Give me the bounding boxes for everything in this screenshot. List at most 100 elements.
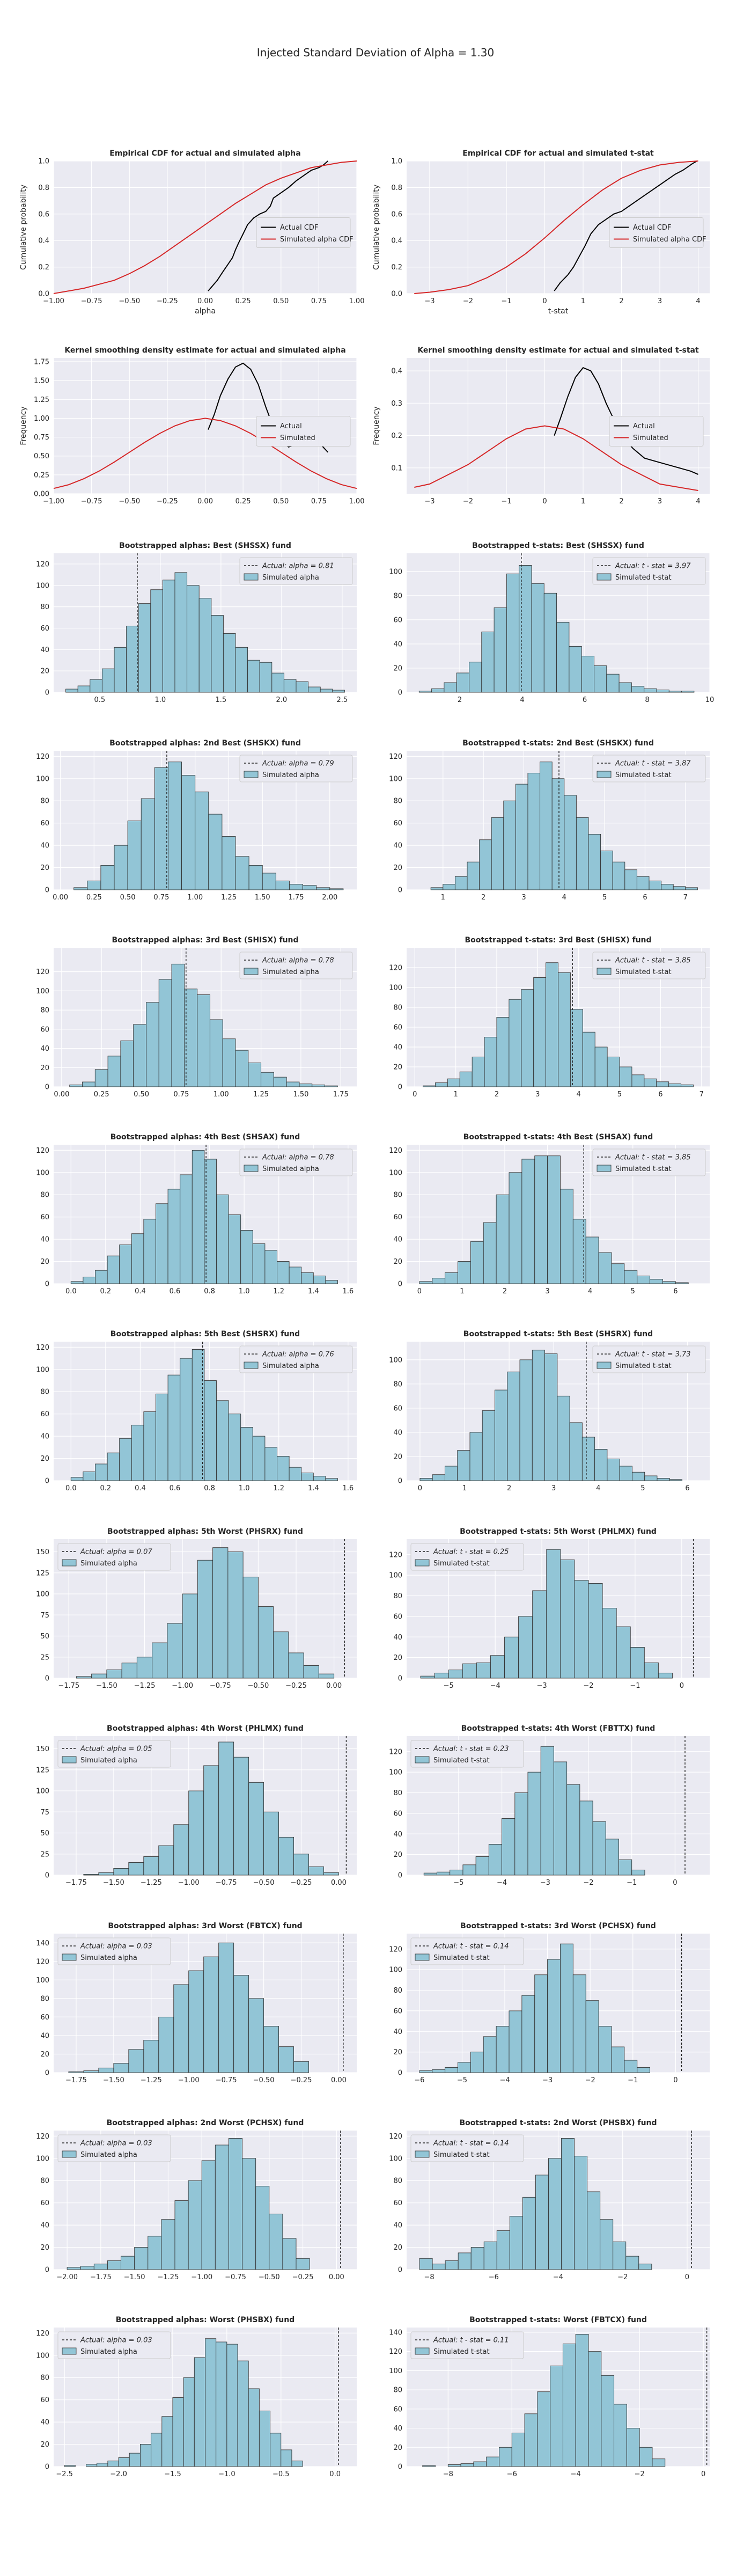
x-tick-label: 1 bbox=[581, 297, 585, 305]
histogram-bar bbox=[273, 1631, 289, 1679]
y-tick-label: 100 bbox=[389, 1572, 402, 1580]
y-tick-label: 60 bbox=[393, 819, 402, 828]
x-tick-label: −1.25 bbox=[141, 1879, 162, 1887]
histogram-bar bbox=[226, 2344, 238, 2467]
x-tick-label: 1.50 bbox=[293, 1091, 308, 1099]
x-tick-label: 1.5 bbox=[216, 696, 227, 704]
y-tick-label: 80 bbox=[393, 592, 402, 600]
histogram-bar bbox=[564, 795, 577, 890]
histogram-bar bbox=[261, 1072, 274, 1087]
histogram-bar bbox=[533, 977, 547, 1087]
x-tick-label: −0.75 bbox=[216, 1879, 237, 1887]
histogram-bar bbox=[467, 861, 480, 890]
histogram-bar bbox=[240, 1230, 253, 1284]
legend: Actual: t - stat = 0.14 Simulated t-stat bbox=[410, 1937, 524, 1965]
x-tick-label: 0.00 bbox=[326, 1682, 342, 1690]
y-tick-label: 0.3 bbox=[391, 400, 402, 408]
x-tick-label: 0.00 bbox=[53, 894, 68, 902]
x-tick-label: 1.00 bbox=[187, 894, 203, 902]
histogram-bar bbox=[576, 817, 589, 890]
histogram-bar bbox=[420, 1675, 435, 1679]
legend-box bbox=[609, 217, 704, 248]
histogram-bar bbox=[434, 1672, 449, 1679]
y-tick-label: 1.0 bbox=[38, 158, 49, 166]
histogram-bar bbox=[582, 1031, 595, 1087]
histogram-bar bbox=[235, 1050, 249, 1087]
legend-label: Actual: t - stat = 0.23 bbox=[433, 1745, 509, 1753]
legend-label: Simulated t-stat bbox=[433, 1560, 490, 1568]
y-tick-label: 60 bbox=[393, 2405, 402, 2413]
histogram-bar bbox=[611, 1263, 625, 1284]
histogram-bar bbox=[656, 1081, 669, 1087]
histogram-bar bbox=[83, 2070, 99, 2073]
histogram-bar bbox=[195, 792, 209, 890]
histogram-bar bbox=[248, 1998, 264, 2073]
histogram-bar bbox=[323, 1872, 339, 1876]
legend-swatch bbox=[62, 2347, 77, 2355]
legend: Actual: t - stat = 3.85 Simulated t-stat bbox=[592, 952, 706, 979]
y-tick-label: 60 bbox=[393, 2199, 402, 2207]
y-tick-label: 1.75 bbox=[34, 358, 49, 367]
legend-label: Actual: t - stat = 3.73 bbox=[615, 1351, 691, 1359]
y-tick-label: 0 bbox=[45, 1477, 49, 1485]
legend-box bbox=[57, 2331, 171, 2359]
y-tick-label: 100 bbox=[36, 1977, 49, 1985]
x-tick-label: −1.25 bbox=[134, 1682, 156, 1690]
histogram-bar bbox=[483, 2241, 497, 2270]
x-tick-label: 4 bbox=[577, 1091, 581, 1099]
legend: Actual: t - stat = 0.23 Simulated t-stat bbox=[410, 1740, 524, 1768]
histogram-bar bbox=[457, 1450, 470, 1481]
y-tick-label: 100 bbox=[36, 1591, 49, 1599]
y-tick-label: 80 bbox=[40, 1995, 49, 2003]
histogram-bar bbox=[540, 762, 553, 890]
legend-swatch bbox=[597, 1362, 612, 1369]
histogram-bar bbox=[460, 2463, 474, 2467]
y-tick-label: 60 bbox=[393, 1404, 402, 1413]
histogram-bar bbox=[585, 2000, 599, 2073]
legend-box bbox=[57, 1740, 171, 1768]
x-tick-label: −0.75 bbox=[216, 2076, 237, 2084]
legend-label: Simulated alpha bbox=[80, 2348, 137, 2356]
x-tick-label: 1.4 bbox=[308, 1484, 319, 1492]
y-tick-label: 60 bbox=[40, 1213, 49, 1221]
y-tick-label: 100 bbox=[389, 984, 402, 992]
histogram-bar bbox=[594, 665, 607, 693]
y-tick-label: 20 bbox=[393, 1851, 402, 1859]
histogram-bar bbox=[293, 1854, 309, 1876]
histogram-bar bbox=[325, 1280, 338, 1284]
histogram-bar bbox=[496, 2026, 510, 2073]
histogram-bar bbox=[447, 1078, 460, 1087]
histogram-bar bbox=[652, 2458, 666, 2467]
histogram-bar bbox=[143, 2040, 159, 2073]
legend-swatch bbox=[597, 573, 612, 581]
histogram-bar bbox=[575, 2334, 589, 2467]
histogram-bar bbox=[561, 2138, 575, 2270]
histogram-bar bbox=[222, 1038, 236, 1087]
histogram-bar bbox=[218, 1741, 234, 1876]
legend-swatch bbox=[244, 573, 259, 581]
x-tick-label: 0 bbox=[417, 1287, 422, 1296]
legend-label: Actual: t - stat = 3.85 bbox=[615, 1154, 691, 1162]
legend-label: Simulated alpha bbox=[80, 2151, 137, 2159]
histogram-bar bbox=[581, 655, 594, 693]
histogram-bar bbox=[605, 1839, 619, 1876]
legend-swatch bbox=[62, 1559, 77, 1567]
histogram-bar bbox=[423, 1085, 436, 1087]
x-tick-label: 0.0 bbox=[65, 1287, 77, 1296]
histogram-bar bbox=[188, 1970, 204, 2073]
y-tick-label: 0 bbox=[398, 1084, 402, 1092]
x-tick-label: 1.25 bbox=[221, 894, 237, 902]
y-tick-label: 20 bbox=[40, 1258, 49, 1266]
chart-title: Bootstrapped t-stats: 3rd Best (SHISX) f… bbox=[465, 936, 651, 945]
y-tick-label: 0.4 bbox=[391, 237, 402, 245]
x-tick-label: −1.75 bbox=[65, 1879, 87, 1887]
chart-title: Bootstrapped t-stats: 5th Best (SHSRX) f… bbox=[463, 1330, 653, 1338]
histogram-bar bbox=[301, 1473, 314, 1481]
histogram-bar bbox=[560, 1559, 575, 1679]
legend-box bbox=[592, 1148, 706, 1176]
x-tick-label: −1.25 bbox=[141, 2076, 162, 2084]
x-tick-label: −5 bbox=[453, 1879, 463, 1887]
histogram-bar bbox=[546, 1549, 561, 1679]
histogram-bar bbox=[637, 2067, 651, 2073]
legend-label: Simulated alpha bbox=[80, 1954, 137, 1962]
